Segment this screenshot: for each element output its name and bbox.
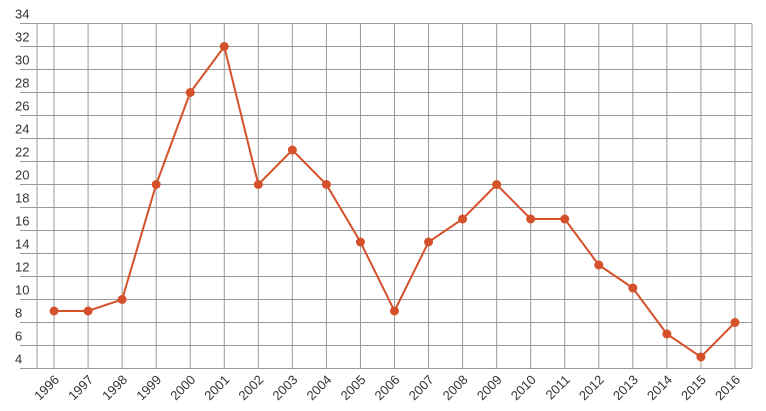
point bbox=[628, 283, 638, 293]
x-tick-label: 2007 bbox=[406, 372, 437, 403]
point bbox=[560, 214, 570, 224]
y-tick-label: 4 bbox=[15, 352, 22, 367]
point bbox=[526, 214, 536, 224]
point bbox=[287, 145, 297, 155]
point bbox=[458, 214, 468, 224]
y-tick-label: 16 bbox=[15, 214, 29, 229]
y-tick-label: 34 bbox=[15, 7, 29, 22]
y-tick-label: 24 bbox=[15, 122, 29, 137]
x-tick-label: 2010 bbox=[508, 372, 539, 403]
y-tick-label: 30 bbox=[15, 53, 29, 68]
point bbox=[151, 180, 161, 189]
y-tick-label: 8 bbox=[15, 306, 22, 321]
point bbox=[390, 306, 399, 316]
x-tick-label: 2015 bbox=[678, 372, 709, 403]
x-tick-label: 2008 bbox=[440, 372, 471, 403]
y-tick-label: 26 bbox=[15, 99, 29, 114]
x-tick-label: 1998 bbox=[99, 372, 130, 403]
point bbox=[355, 237, 365, 247]
point bbox=[730, 318, 740, 327]
x-tick-label: 2014 bbox=[644, 372, 675, 403]
y-tick-label: 32 bbox=[15, 30, 29, 45]
x-tick-label: 2012 bbox=[576, 372, 607, 403]
point bbox=[662, 329, 672, 339]
y-tick-label: 12 bbox=[15, 260, 29, 275]
x-tick-label: 2002 bbox=[235, 372, 266, 403]
point bbox=[321, 180, 331, 189]
x-tick-label: 1996 bbox=[31, 372, 62, 403]
y-tick-label: 22 bbox=[15, 145, 29, 160]
point bbox=[49, 306, 59, 316]
y-tick-label: 14 bbox=[15, 237, 29, 252]
point bbox=[424, 237, 434, 247]
x-tick-label: 2000 bbox=[167, 372, 198, 403]
y-tick-label: 10 bbox=[15, 283, 29, 298]
x-tick-label: 1997 bbox=[65, 372, 96, 403]
point bbox=[185, 88, 195, 97]
y-tick-label: 20 bbox=[15, 168, 29, 183]
point bbox=[117, 295, 127, 304]
y-tick-label: 28 bbox=[15, 76, 29, 91]
x-tick-label: 1999 bbox=[133, 372, 164, 403]
x-tick-label: 2003 bbox=[269, 372, 300, 403]
x-tick-label: 2013 bbox=[610, 372, 641, 403]
x-tick-label: 2005 bbox=[338, 372, 369, 403]
point bbox=[219, 42, 229, 51]
y-tick-label: 18 bbox=[15, 191, 29, 206]
point bbox=[594, 260, 604, 270]
point bbox=[253, 180, 263, 189]
x-tick-label: 2006 bbox=[372, 372, 403, 403]
point bbox=[492, 180, 502, 189]
x-tick-label: 2016 bbox=[712, 372, 743, 403]
point bbox=[83, 306, 93, 316]
x-tick-label: 2009 bbox=[474, 372, 505, 403]
point bbox=[696, 352, 706, 362]
y-tick-label: 6 bbox=[15, 329, 22, 344]
grid bbox=[20, 23, 753, 369]
x-tick-label: 2011 bbox=[542, 372, 572, 402]
x-tick-label: 2001 bbox=[201, 372, 232, 403]
x-tick-label: 2004 bbox=[303, 372, 334, 403]
